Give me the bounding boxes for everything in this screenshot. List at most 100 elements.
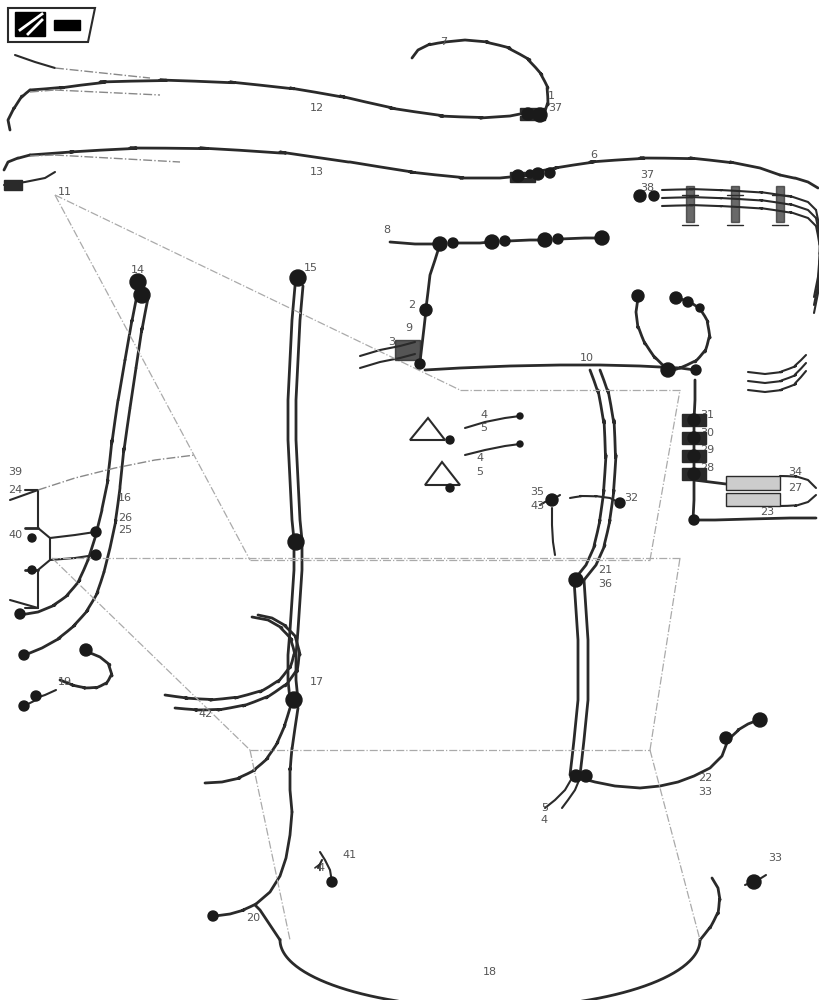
Circle shape <box>536 110 543 118</box>
Text: 4: 4 <box>479 410 486 420</box>
Text: 11: 11 <box>58 187 72 197</box>
Text: 24: 24 <box>8 485 22 495</box>
Circle shape <box>633 190 645 202</box>
Circle shape <box>522 108 533 120</box>
Circle shape <box>695 304 704 312</box>
Polygon shape <box>681 432 705 444</box>
Circle shape <box>552 234 563 244</box>
Text: 31: 31 <box>699 410 713 420</box>
Circle shape <box>579 770 591 782</box>
Circle shape <box>525 170 533 178</box>
Circle shape <box>746 875 760 889</box>
Circle shape <box>419 304 432 316</box>
Polygon shape <box>730 186 738 222</box>
Text: 18: 18 <box>482 967 496 977</box>
Text: 43: 43 <box>529 501 544 511</box>
Text: 17: 17 <box>310 677 324 687</box>
Circle shape <box>19 701 29 711</box>
Text: 5: 5 <box>475 467 482 477</box>
Circle shape <box>208 911 218 921</box>
Polygon shape <box>775 186 783 222</box>
Text: 25: 25 <box>118 525 132 535</box>
Circle shape <box>660 363 674 377</box>
Text: 40: 40 <box>8 530 22 540</box>
Circle shape <box>569 770 581 782</box>
Circle shape <box>545 494 557 506</box>
Circle shape <box>631 290 643 302</box>
Circle shape <box>648 191 658 201</box>
Circle shape <box>91 550 101 560</box>
Text: 39: 39 <box>8 467 22 477</box>
Text: 35: 35 <box>529 487 543 497</box>
Circle shape <box>545 168 554 178</box>
Text: 36: 36 <box>597 579 611 589</box>
Circle shape <box>687 468 699 480</box>
Circle shape <box>15 609 25 619</box>
Polygon shape <box>18 14 42 34</box>
Text: 37: 37 <box>639 170 654 180</box>
Circle shape <box>516 441 523 447</box>
Circle shape <box>91 527 101 537</box>
Circle shape <box>614 498 624 508</box>
Circle shape <box>511 170 523 182</box>
Text: 5: 5 <box>479 423 486 433</box>
Circle shape <box>414 359 424 369</box>
Circle shape <box>752 713 766 727</box>
Text: 5: 5 <box>541 803 547 813</box>
Text: 21: 21 <box>597 565 611 575</box>
Circle shape <box>327 877 337 887</box>
Text: 27: 27 <box>787 483 801 493</box>
Circle shape <box>432 237 446 251</box>
Text: 8: 8 <box>382 225 390 235</box>
Circle shape <box>19 650 29 660</box>
Text: 30: 30 <box>699 428 713 438</box>
Circle shape <box>133 287 150 303</box>
Text: 4: 4 <box>541 815 547 825</box>
Circle shape <box>28 566 36 574</box>
Text: 19: 19 <box>58 677 72 687</box>
Circle shape <box>286 692 301 708</box>
Circle shape <box>687 414 699 426</box>
Circle shape <box>80 644 92 656</box>
Circle shape <box>287 534 304 550</box>
Circle shape <box>500 236 509 246</box>
Polygon shape <box>519 108 545 112</box>
Polygon shape <box>50 18 85 32</box>
Polygon shape <box>519 116 545 120</box>
Text: 20: 20 <box>246 913 260 923</box>
Text: 1: 1 <box>547 91 554 101</box>
Circle shape <box>537 233 551 247</box>
Text: 23: 23 <box>759 507 773 517</box>
Polygon shape <box>395 340 419 360</box>
Polygon shape <box>725 476 779 490</box>
Polygon shape <box>725 493 779 506</box>
Circle shape <box>568 573 582 587</box>
Polygon shape <box>686 186 693 222</box>
Polygon shape <box>4 180 22 190</box>
Polygon shape <box>681 414 705 426</box>
Text: 16: 16 <box>118 493 132 503</box>
Circle shape <box>532 168 543 180</box>
Polygon shape <box>509 172 534 176</box>
Text: 38: 38 <box>639 183 654 193</box>
Text: 3: 3 <box>387 337 395 347</box>
Polygon shape <box>681 468 705 480</box>
Circle shape <box>532 108 546 122</box>
Circle shape <box>687 450 699 462</box>
Text: 6: 6 <box>590 150 596 160</box>
Text: 42: 42 <box>197 709 212 719</box>
Circle shape <box>719 732 731 744</box>
Text: 4: 4 <box>475 453 482 463</box>
Circle shape <box>31 691 41 701</box>
Circle shape <box>682 297 692 307</box>
Text: 7: 7 <box>440 37 446 47</box>
Text: 12: 12 <box>310 103 324 113</box>
Text: 13: 13 <box>310 167 324 177</box>
Polygon shape <box>15 12 45 36</box>
Text: 10: 10 <box>579 353 593 363</box>
Circle shape <box>690 365 700 375</box>
Text: 4: 4 <box>318 863 324 873</box>
Text: 33: 33 <box>767 853 781 863</box>
Text: 14: 14 <box>131 265 145 275</box>
Circle shape <box>687 432 699 444</box>
